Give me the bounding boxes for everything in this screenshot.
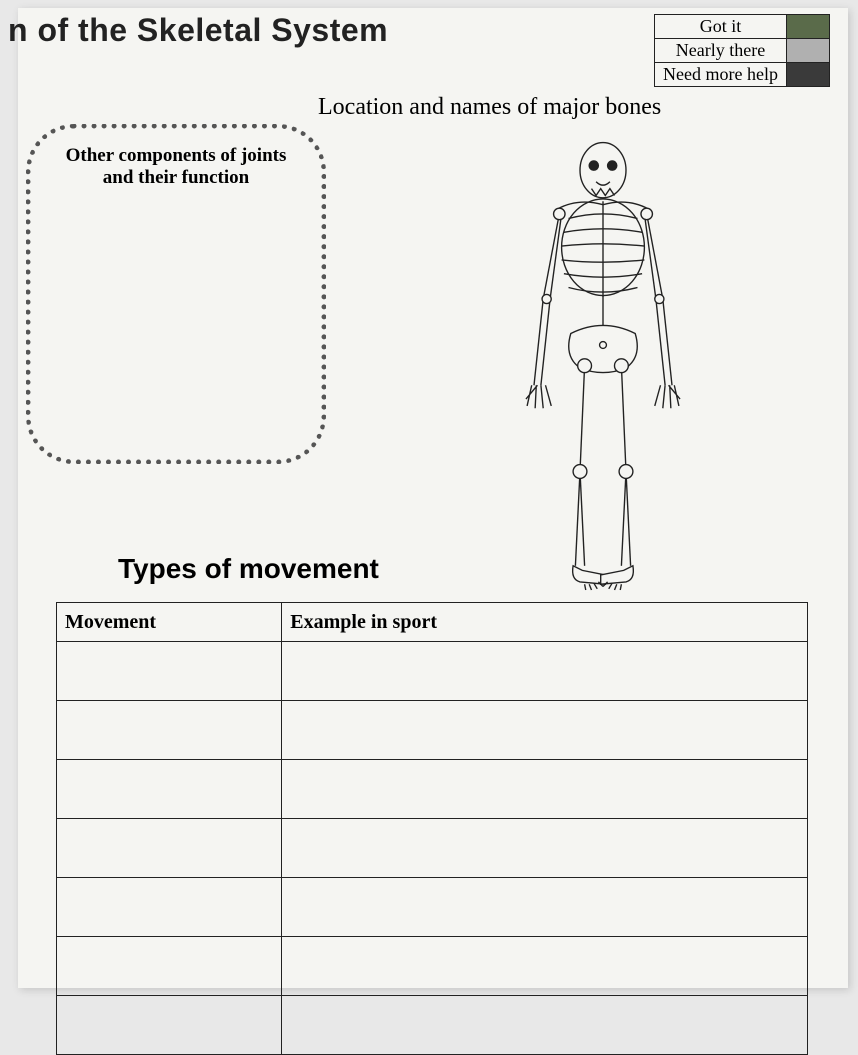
table-row[interactable] (57, 760, 808, 819)
assess-label: Got it (655, 15, 787, 39)
table-header-row: Movement Example in sport (57, 603, 808, 642)
assess-label: Need more help (655, 63, 787, 87)
section-heading-movement: Types of movement (118, 553, 379, 585)
skeleton-diagram (488, 138, 718, 598)
page-title: n of the Skeletal System (8, 12, 388, 49)
assess-swatch-need-help[interactable] (787, 63, 830, 87)
assess-label: Nearly there (655, 39, 787, 63)
table-row[interactable] (57, 996, 808, 1055)
worksheet-page: n of the Skeletal System Got it Nearly t… (18, 8, 848, 988)
joints-components-heading: Other components of joints and their fun… (51, 145, 301, 189)
table-row[interactable] (57, 937, 808, 996)
movement-table: Movement Example in sport (56, 602, 808, 1055)
table-row[interactable] (57, 819, 808, 878)
table-row[interactable] (57, 642, 808, 701)
assess-row-got-it: Got it (655, 15, 830, 39)
table-row[interactable] (57, 878, 808, 937)
self-assessment-grid: Got it Nearly there Need more help (654, 14, 830, 87)
col-header-movement: Movement (57, 603, 282, 642)
assess-row-nearly: Nearly there (655, 39, 830, 63)
table-row[interactable] (57, 701, 808, 760)
col-header-example: Example in sport (282, 603, 808, 642)
assess-row-need-help: Need more help (655, 63, 830, 87)
joints-components-box[interactable]: Other components of joints and their fun… (26, 124, 326, 464)
assess-swatch-nearly[interactable] (787, 39, 830, 63)
section-heading-bones: Location and names of major bones (318, 94, 661, 121)
assess-swatch-got-it[interactable] (787, 15, 830, 39)
